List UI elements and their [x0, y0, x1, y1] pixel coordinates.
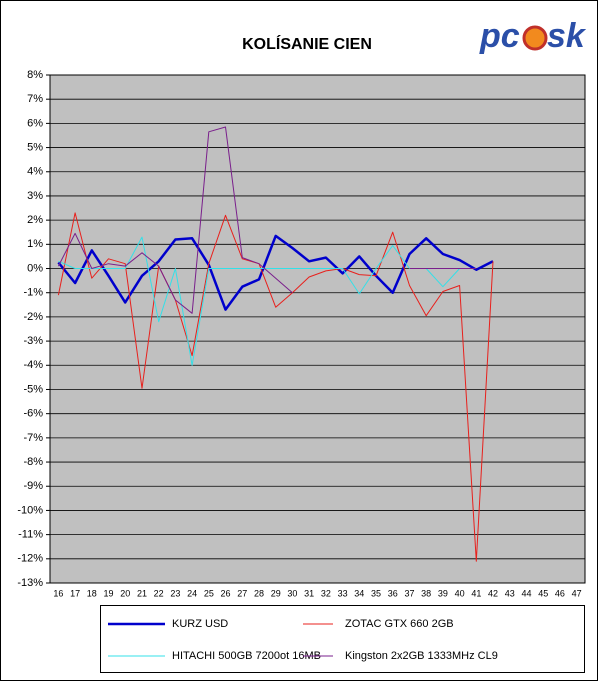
y-tick-label: -3%	[23, 335, 43, 347]
x-tick-label: 35	[371, 588, 381, 598]
x-tick-label: 36	[388, 588, 398, 598]
y-tick-label: -9%	[23, 480, 43, 492]
x-tick-label: 42	[488, 588, 498, 598]
x-tick-label: 47	[572, 588, 582, 598]
y-tick-label: -13%	[17, 577, 43, 589]
legend-label: HITACHI 500GB 7200ot 16MB	[172, 650, 321, 662]
x-tick-label: 43	[505, 588, 515, 598]
x-tick-label: 31	[304, 588, 314, 598]
x-tick-label: 23	[170, 588, 180, 598]
y-tick-label: -7%	[23, 432, 43, 444]
logo-flame	[522, 25, 548, 51]
legend	[100, 605, 585, 673]
x-tick-label: 22	[154, 588, 164, 598]
x-tick-label: 26	[221, 588, 231, 598]
legend-label: ZOTAC GTX 660 2GB	[345, 618, 454, 630]
series-line	[57, 126, 477, 314]
y-tick-label: -12%	[17, 553, 43, 565]
x-tick-label: 20	[120, 588, 130, 598]
x-tick-label: 40	[455, 588, 465, 598]
legend-label: Kingston 2x2GB 1333MHz CL9	[345, 650, 498, 662]
x-tick-label: 21	[137, 588, 147, 598]
y-tick-label: -5%	[23, 383, 43, 395]
plot-border	[49, 74, 586, 584]
x-tick-label: 41	[471, 588, 481, 598]
y-tick-label: -11%	[18, 529, 43, 541]
x-tick-label: 38	[421, 588, 431, 598]
y-tick-label: 5%	[27, 141, 43, 153]
y-tick-label: -1%	[23, 287, 43, 299]
chart-title: KOLÍSANIE CIEN	[242, 34, 372, 53]
series-line	[57, 234, 494, 311]
x-tick-label: 30	[287, 588, 297, 598]
x-tick-label: 34	[354, 588, 364, 598]
x-tick-label: 17	[70, 588, 80, 598]
x-tick-label: 29	[271, 588, 281, 598]
x-tick-label: 19	[104, 588, 114, 598]
logo: pc sk	[479, 17, 587, 55]
x-tick-label: 27	[237, 588, 247, 598]
series-line	[58, 236, 460, 366]
y-tick-label: 8%	[27, 69, 43, 81]
x-tick-label: 46	[555, 588, 565, 598]
plot-area	[50, 75, 585, 583]
y-tick-label: 6%	[27, 117, 43, 129]
x-tick-label: 32	[321, 588, 331, 598]
y-tick-label: -4%	[23, 359, 43, 371]
logo-text: pc	[479, 17, 520, 55]
y-tick-label: -8%	[23, 456, 43, 468]
y-tick-label: 7%	[27, 93, 43, 105]
y-tick-label: 3%	[27, 190, 43, 202]
logo-text: sk	[547, 17, 587, 55]
x-tick-label: 25	[204, 588, 214, 598]
x-tick-label: 24	[187, 588, 197, 598]
y-tick-label: -6%	[23, 408, 43, 420]
y-tick-label: 2%	[27, 214, 43, 226]
x-tick-label: 39	[438, 588, 448, 598]
y-tick-label: -2%	[23, 311, 43, 323]
x-tick-label: 45	[538, 588, 548, 598]
y-tick-label: 4%	[27, 166, 43, 178]
x-tick-label: 37	[404, 588, 414, 598]
x-tick-label: 33	[338, 588, 348, 598]
y-tick-label: 0%	[27, 262, 43, 274]
y-tick-label: 1%	[27, 238, 43, 250]
x-tick-label: 18	[87, 588, 97, 598]
x-tick-label: 16	[53, 588, 63, 598]
y-tick-label: -10%	[17, 504, 43, 516]
x-tick-label: 28	[254, 588, 264, 598]
series-line	[57, 212, 494, 562]
legend-label: KURZ USD	[172, 618, 228, 630]
x-tick-label: 44	[521, 588, 531, 598]
